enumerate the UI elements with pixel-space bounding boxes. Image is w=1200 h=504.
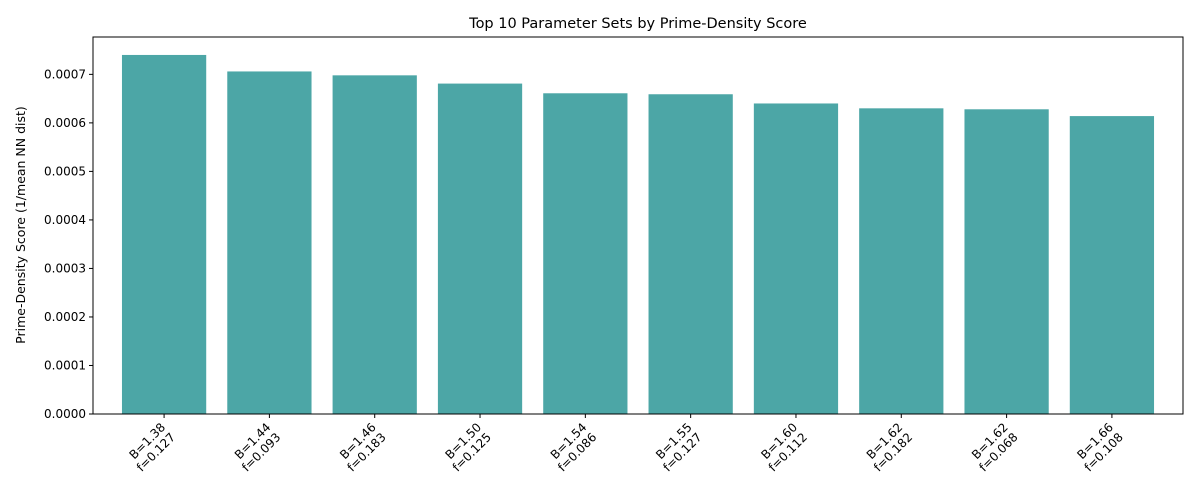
bar-3 [332, 75, 417, 415]
bar-1 [121, 54, 207, 414]
x-tick-label: B=1.66f=0.108 [1072, 420, 1126, 474]
chart-title: Top 10 Parameter Sets by Prime-Density S… [468, 16, 807, 32]
bar-9 [964, 109, 1049, 414]
y-tick-label: 0.0001 [44, 358, 86, 372]
axes-frame [92, 36, 1184, 415]
x-tick-label: B=1.62f=0.068 [966, 420, 1020, 474]
x-tick-label: B=1.50f=0.125 [440, 420, 494, 474]
x-tick-label: B=1.60f=0.112 [756, 420, 810, 474]
bar-8 [859, 108, 944, 414]
y-axis-label: Prime-Density Score (1/mean NN dist) [13, 106, 28, 344]
x-tick-label: B=1.38f=0.127 [124, 420, 178, 474]
bar-7 [753, 103, 839, 415]
y-tick-label: 0.0006 [44, 116, 86, 130]
x-tick-label: B=1.46f=0.183 [335, 420, 389, 474]
x-tick-label: B=1.54f=0.086 [545, 420, 599, 474]
bar-6 [648, 94, 733, 414]
y-tick-label: 0.0005 [44, 164, 86, 178]
plot-area: 0.0000 0.0001 0.0002 0.0003 0.0004 0.0005 0.00… [44, 36, 1184, 474]
x-tick-label: B=1.62f=0.182 [861, 420, 915, 474]
bar-5 [543, 93, 628, 414]
x-tick-label: B=1.44f=0.093 [229, 420, 283, 474]
y-tick-label: 0.0003 [44, 261, 86, 275]
y-tick-label: 0.0002 [44, 310, 86, 324]
bar-10 [1069, 116, 1155, 414]
bar-4 [437, 83, 523, 414]
y-tick-label: 0.0000 [44, 407, 86, 421]
y-tick-label: 0.0007 [44, 67, 86, 81]
bar-2 [227, 71, 312, 415]
x-tick-label: B=1.55f=0.127 [650, 420, 704, 474]
y-tick-label: 0.0004 [44, 213, 86, 227]
